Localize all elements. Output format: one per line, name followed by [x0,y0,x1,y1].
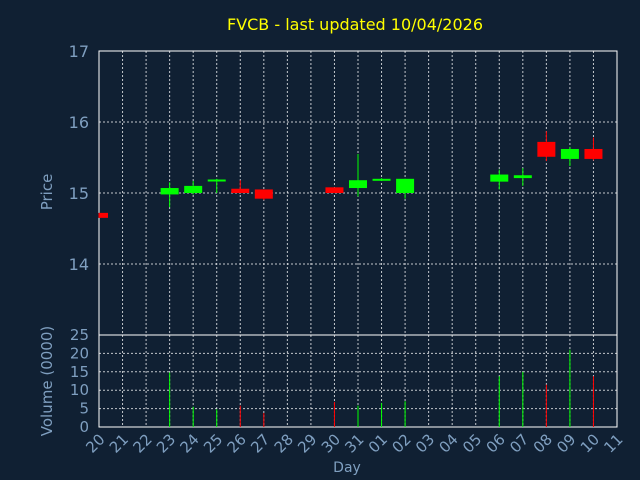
volume-tick-label: 5 [79,400,89,418]
x-tick-label: 23 [153,430,179,456]
x-tick-label: 28 [271,430,297,456]
x-tick-label: 29 [294,430,320,456]
price-tick-label: 15 [69,184,89,203]
candle-body [160,188,179,195]
x-tick-label: 01 [365,430,391,456]
price-tick-label: 16 [69,113,89,132]
candle-body [490,174,509,182]
volume-tick-label: 20 [70,344,89,362]
x-tick-label: 08 [530,430,556,456]
volume-tick-label: 10 [70,381,89,399]
volume-tick-label: 15 [70,363,89,381]
candle-body [584,148,603,159]
candle-body [396,178,415,193]
x-tick-label: 26 [224,430,250,456]
price-tick-label: 14 [69,255,89,274]
x-tick-label: 07 [506,430,532,456]
x-tick-label: 25 [200,430,226,456]
x-tick-label: 24 [177,430,203,456]
volume-axis-label: Volume (0000) [38,326,56,436]
price-axis-label: Price [38,174,56,211]
candle-body [513,175,532,179]
candle-body [560,148,579,159]
x-tick-label: 30 [318,430,344,456]
candle-body [349,180,367,189]
candle-body [537,141,556,157]
candle-body [372,178,391,181]
candle-body [207,179,226,182]
x-tick-label: 03 [412,430,438,456]
tick-labels: 1415161705101520252021222324252627282930… [69,42,627,457]
x-tick-label: 05 [459,430,485,456]
candle-body [231,188,250,193]
candle-body [254,189,273,199]
x-tick-label: 10 [577,430,603,456]
x-tick-label: 22 [129,430,155,456]
candle-body [99,212,108,218]
volume-bars [169,349,594,427]
chart-title: FVCB - last updated 10/04/2026 [227,15,483,34]
candle-body [325,187,344,193]
x-tick-label: 06 [483,430,509,456]
x-tick-label: 27 [247,430,273,456]
price-candles [98,131,603,218]
volume-tick-label: 25 [70,326,89,344]
price-tick-label: 17 [69,42,89,61]
candle-body [184,185,203,193]
x-tick-label: 11 [600,430,626,456]
grid-lines [98,50,618,428]
volume-tick-label: 0 [79,418,89,436]
x-tick-label: 04 [436,430,462,456]
x-tick-label: 21 [106,430,132,456]
x-axis-label: Day [333,460,361,476]
x-tick-label: 09 [553,430,579,456]
x-tick-label: 31 [341,430,367,456]
x-tick-label: 02 [388,430,414,456]
